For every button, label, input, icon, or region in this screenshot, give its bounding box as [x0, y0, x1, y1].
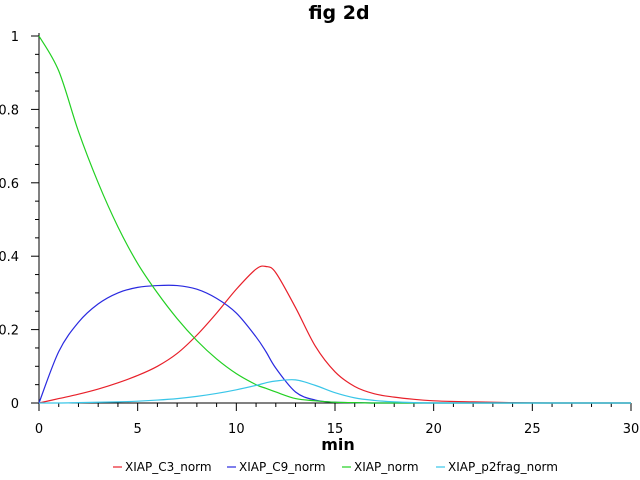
legend-label: XIAP_C9_norm	[239, 460, 326, 474]
series-group	[38, 35, 631, 404]
y-tick-label: 0.6	[0, 177, 19, 192]
y-tick-label: 0	[11, 397, 19, 412]
y-tick-label: 0.2	[0, 324, 19, 339]
y-tick-label: 0.8	[0, 103, 19, 118]
x-tick-label: 5	[134, 422, 142, 437]
legend-label: XIAP_C3_norm	[125, 460, 212, 474]
series-line-XIAP_norm	[38, 35, 631, 404]
x-tick-label: 30	[623, 422, 640, 437]
x-tick-label: 15	[327, 422, 344, 437]
x-tick-label: 25	[524, 422, 541, 437]
x-tick-label: 10	[228, 422, 245, 437]
axes: 0 5 10 15 20 25 30 0 0.2 0.4 0.6 0.8 1	[0, 30, 639, 437]
y-tick-label: 0.4	[0, 250, 19, 265]
chart-title: fig 2d	[308, 2, 369, 24]
legend-label: XIAP_p2frag_norm	[448, 460, 558, 474]
series-line-XIAP_p2frag_norm	[38, 379, 631, 404]
x-tick-label: 0	[35, 422, 43, 437]
x-axis-label: min	[321, 435, 355, 454]
x-tick-label: 20	[425, 422, 442, 437]
series-line-XIAP_C3_norm	[38, 265, 631, 404]
legend-label: XIAP_norm	[354, 460, 419, 474]
y-tick-label: 1	[11, 30, 19, 45]
series-line-XIAP_C9_norm	[38, 284, 631, 404]
legend: XIAP_C3_norm XIAP_C9_norm XIAP_norm XIAP_p2…	[113, 460, 558, 474]
